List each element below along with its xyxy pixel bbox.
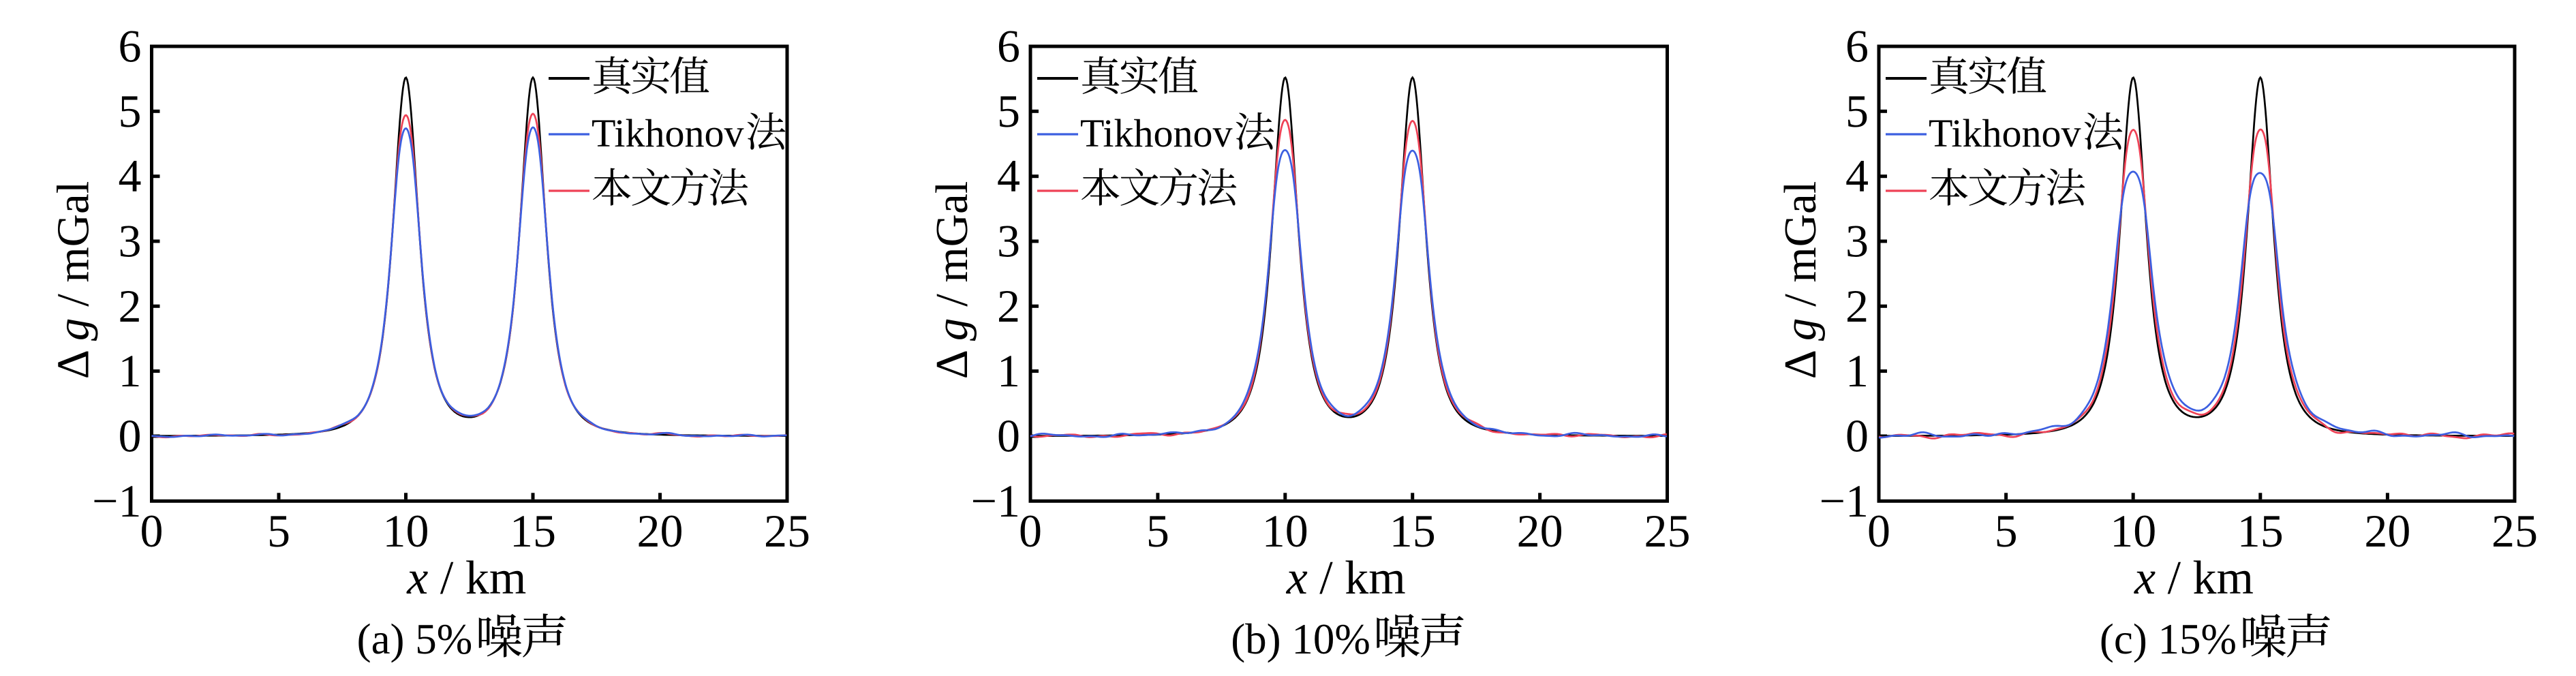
svg-text:−1: −1 [92, 475, 141, 527]
svg-text:0: 0 [119, 410, 142, 462]
svg-text:0: 0 [1867, 505, 1890, 557]
svg-text:5: 5 [997, 85, 1020, 137]
svg-text:5: 5 [1845, 85, 1869, 137]
svg-text:25: 25 [1644, 505, 1691, 557]
svg-text:(a) 5%: (a) 5% [357, 615, 473, 663]
svg-text:Δ g / mGal: Δ g / mGal [1775, 181, 1826, 380]
svg-text:4: 4 [1845, 150, 1869, 202]
svg-text:15: 15 [510, 505, 556, 557]
svg-text:5: 5 [1146, 505, 1169, 557]
svg-text:Δ g / mGal: Δ g / mGal [927, 181, 977, 380]
svg-text:1: 1 [1845, 345, 1869, 397]
svg-text:15: 15 [2237, 505, 2284, 557]
svg-text:0: 0 [997, 410, 1020, 462]
svg-text:10: 10 [2110, 505, 2156, 557]
svg-text:0: 0 [1019, 505, 1042, 557]
svg-text:15: 15 [1390, 505, 1436, 557]
svg-text:−1: −1 [971, 475, 1020, 527]
svg-text:−1: −1 [1820, 475, 1869, 527]
svg-text:x / km: x / km [2134, 552, 2254, 604]
svg-text:Tikhonov: Tikhonov [592, 111, 744, 155]
svg-text:20: 20 [1517, 505, 1563, 557]
svg-text:2: 2 [119, 280, 142, 332]
svg-text:10: 10 [1262, 505, 1308, 557]
svg-text:25: 25 [2491, 505, 2538, 557]
svg-text:1: 1 [997, 345, 1020, 397]
svg-text:0: 0 [1845, 410, 1869, 462]
svg-text:25: 25 [764, 505, 810, 557]
svg-text:4: 4 [119, 150, 142, 202]
svg-text:(b) 10%: (b) 10% [1231, 615, 1370, 663]
svg-text:2: 2 [997, 280, 1020, 332]
svg-text:x / km: x / km [406, 552, 526, 604]
svg-text:5: 5 [119, 85, 142, 137]
svg-text:5: 5 [267, 505, 290, 557]
svg-text:20: 20 [637, 505, 684, 557]
svg-text:Δ g / mGal: Δ g / mGal [48, 181, 99, 380]
svg-text:(c) 15%: (c) 15% [2100, 615, 2237, 663]
svg-text:3: 3 [997, 215, 1020, 267]
svg-text:4: 4 [997, 150, 1020, 202]
svg-text:20: 20 [2364, 505, 2410, 557]
svg-text:6: 6 [119, 20, 142, 72]
svg-text:x / km: x / km [1286, 552, 1406, 604]
svg-text:3: 3 [1845, 215, 1869, 267]
svg-text:6: 6 [997, 20, 1020, 72]
svg-text:0: 0 [140, 505, 164, 557]
svg-text:Tikhonov: Tikhonov [1080, 111, 1233, 155]
svg-text:5: 5 [1995, 505, 2018, 557]
svg-text:1: 1 [119, 345, 142, 397]
svg-text:6: 6 [1845, 20, 1869, 72]
svg-text:3: 3 [119, 215, 142, 267]
svg-text:2: 2 [1845, 280, 1869, 332]
svg-text:10: 10 [383, 505, 429, 557]
svg-text:Tikhonov: Tikhonov [1929, 111, 2081, 155]
